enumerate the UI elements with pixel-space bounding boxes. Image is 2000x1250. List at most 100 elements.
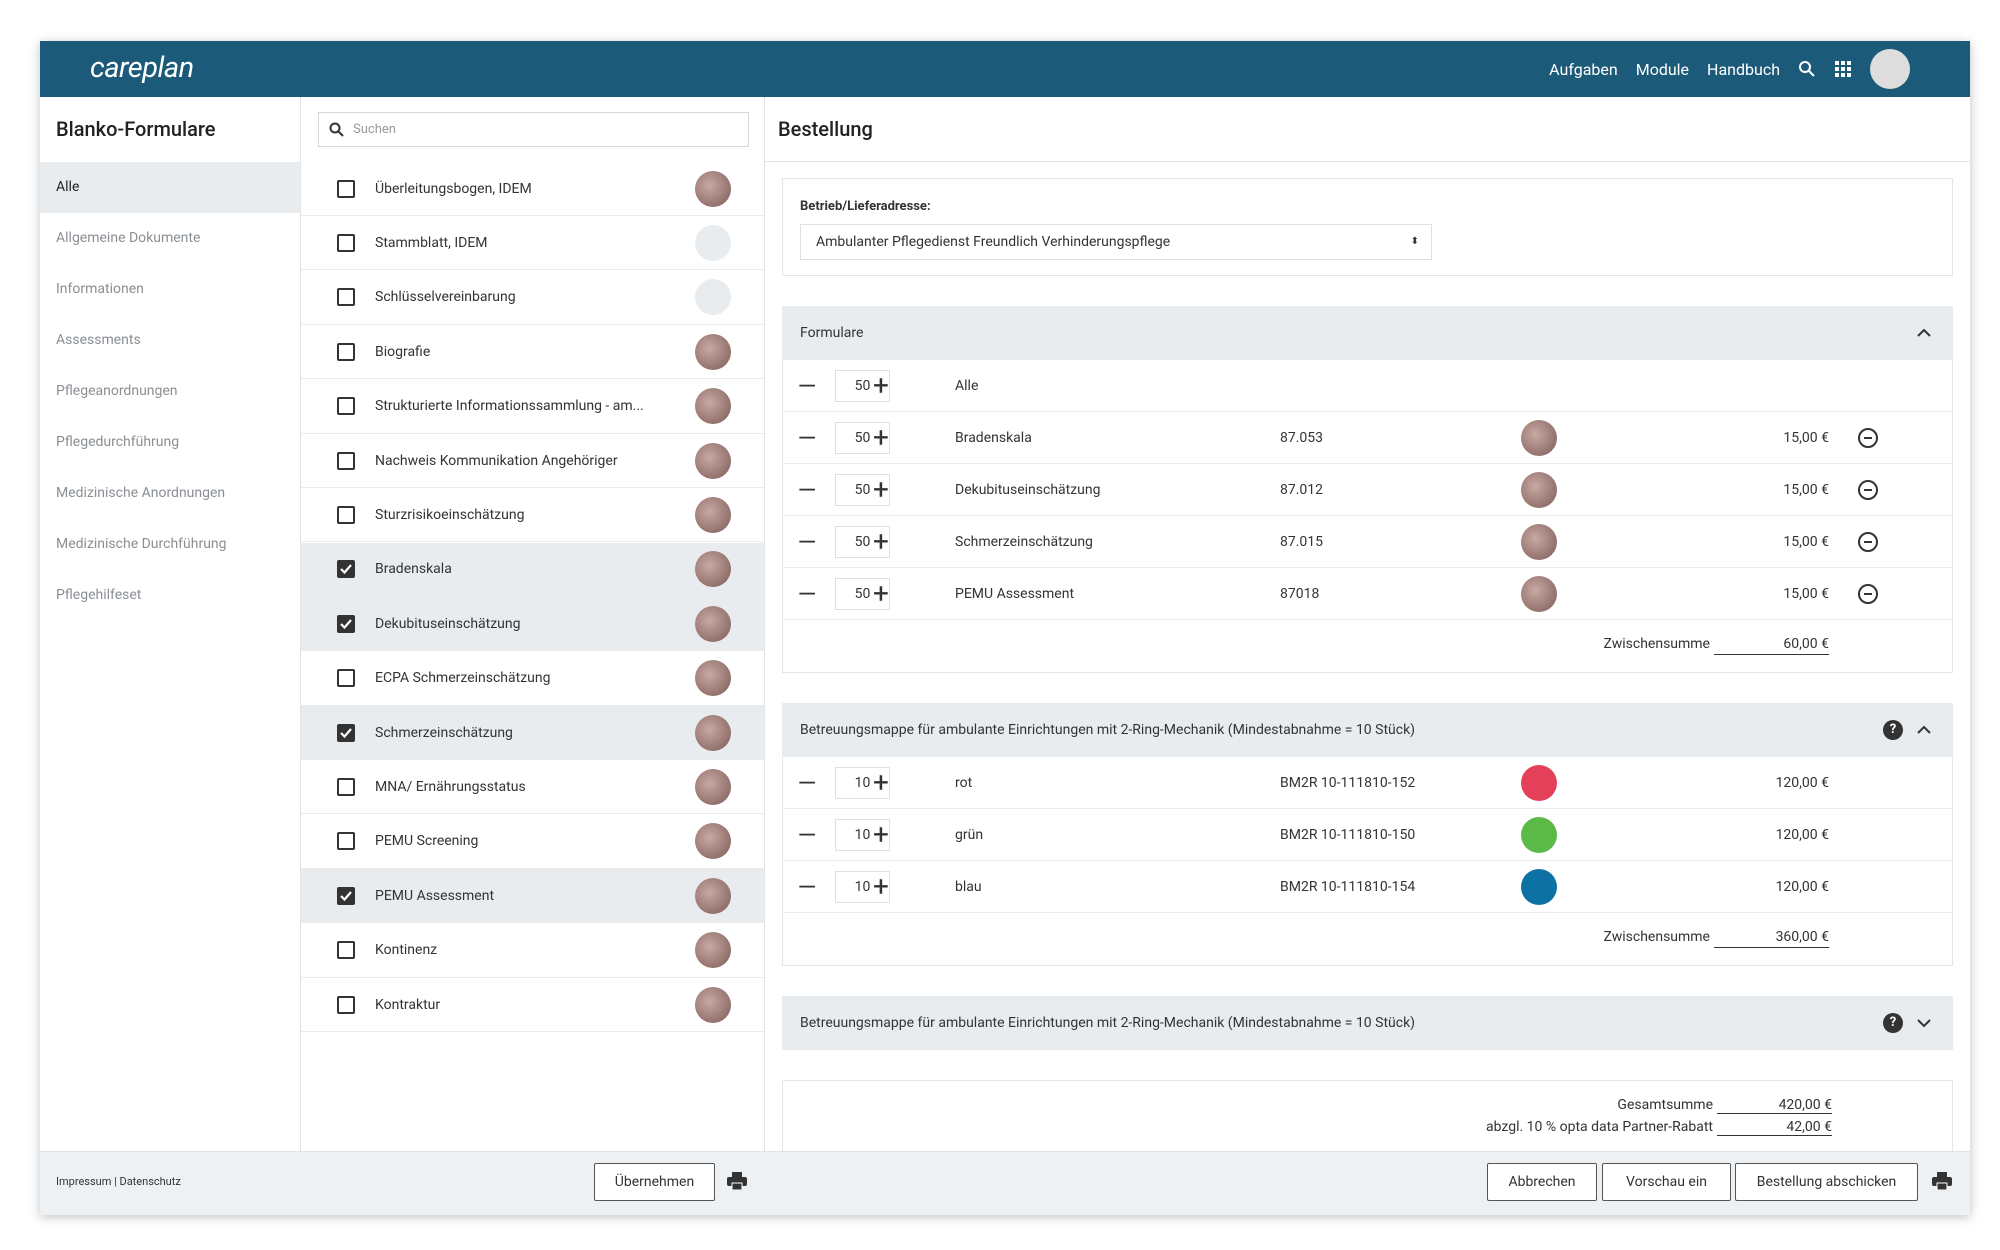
nav-link[interactable]: Handbuch [1707, 59, 1780, 79]
checkbox[interactable] [337, 179, 355, 198]
apps-button[interactable] [1834, 60, 1852, 78]
collapse-toggle[interactable] [1917, 328, 1931, 338]
help-icon[interactable]: ? [1883, 1013, 1903, 1033]
print-button[interactable] [727, 1172, 747, 1190]
quantity-input[interactable]: 10 [835, 870, 890, 903]
category-item[interactable]: Informationen [56, 281, 144, 297]
form-icon [695, 660, 731, 697]
help-icon[interactable]: ? [1883, 720, 1903, 740]
collapse-toggle[interactable] [1917, 725, 1931, 735]
section-header[interactable]: Betreuungsmappe für ambulante Einrichtun… [782, 703, 1953, 757]
checkbox[interactable] [337, 669, 355, 688]
section-header[interactable]: Formulare [782, 306, 1953, 360]
item-name: blau [955, 878, 982, 895]
form-row[interactable]: Dekubituseinschätzung [301, 597, 764, 652]
minus-button[interactable]: — [797, 475, 817, 504]
checkbox[interactable] [337, 451, 355, 470]
quantity-input[interactable]: 50 [835, 577, 890, 610]
plus-button[interactable]: + [873, 472, 889, 506]
plus-button[interactable]: + [873, 524, 889, 558]
form-row[interactable]: Überleitungsbogen, IDEM [301, 162, 764, 216]
form-row[interactable]: PEMU Screening [301, 815, 764, 869]
checkbox[interactable] [337, 777, 355, 796]
logo[interactable]: careplan [90, 51, 194, 85]
checkbox[interactable] [337, 288, 355, 307]
search-button[interactable] [1798, 60, 1816, 78]
category-item[interactable]: Medizinische Anordnungen [56, 485, 226, 501]
form-row[interactable]: Nachweis Kommunikation Angehöriger [301, 434, 764, 488]
checkbox[interactable] [337, 560, 355, 579]
form-row[interactable]: Bradenskala [301, 542, 764, 597]
form-row[interactable]: Kontinenz [301, 924, 764, 978]
form-row[interactable]: ECPA Schmerzeinschätzung [301, 652, 764, 706]
category-item[interactable]: Pflegeanordnungen [56, 383, 178, 399]
checkbox[interactable] [337, 886, 355, 905]
totals-card: Gesamtsumme 420,00 € abzgl. 10 % opta data… [782, 1080, 1953, 1151]
quantity-input[interactable]: 50 [835, 421, 890, 454]
form-row[interactable]: Stammblatt, IDEM [301, 216, 764, 271]
checkbox[interactable] [337, 397, 355, 416]
remove-button[interactable] [1858, 479, 1878, 500]
checkbox[interactable] [337, 723, 355, 742]
checkbox[interactable] [337, 505, 355, 524]
category-item[interactable]: Pflegedurchführung [56, 434, 180, 450]
checkbox[interactable] [337, 233, 355, 252]
nav-link[interactable]: Aufgaben [1549, 59, 1618, 79]
minus-button[interactable]: — [797, 820, 817, 849]
quantity-input[interactable]: 50 [835, 473, 890, 506]
form-row[interactable]: Sturzrisikoeinschätzung [301, 488, 764, 543]
plus-button[interactable]: + [873, 869, 889, 903]
quantity-input[interactable]: 50 [835, 525, 890, 558]
category-item[interactable]: Alle [40, 162, 300, 213]
checkbox[interactable] [337, 941, 355, 960]
form-row[interactable]: Schlüsselvereinbarung [301, 271, 764, 325]
form-row[interactable]: Strukturierte Informationssammlung - am.… [301, 380, 764, 434]
category-item[interactable]: Medizinische Durchführung [56, 536, 227, 552]
minus-button[interactable]: — [797, 371, 817, 400]
remove-button[interactable] [1858, 531, 1878, 552]
checkbox[interactable] [337, 832, 355, 851]
plus-button[interactable]: + [873, 765, 889, 799]
search-input[interactable]: Suchen [318, 112, 749, 147]
apply-button[interactable]: Übernehmen [594, 1163, 715, 1201]
minus-button[interactable]: — [797, 872, 817, 901]
footer-links[interactable]: Impressum | Datenschutz [56, 1175, 181, 1188]
print-button[interactable] [1932, 1172, 1952, 1190]
quantity-input[interactable]: 10 [835, 818, 890, 851]
order-row: — 10 + grün BM2R 10-111810-150 120,00 € [783, 809, 1952, 861]
minus-button[interactable]: — [797, 579, 817, 608]
minus-button[interactable]: — [797, 768, 817, 797]
minus-button[interactable]: — [797, 423, 817, 452]
plus-button[interactable]: + [873, 420, 889, 454]
plus-button[interactable]: + [873, 368, 889, 402]
form-row[interactable]: Biografie [301, 325, 764, 380]
user-avatar[interactable] [1870, 49, 1910, 89]
plus-button[interactable]: + [873, 576, 889, 610]
form-label: Schlüsselvereinbarung [375, 289, 516, 306]
quantity-input[interactable]: 50 [835, 369, 890, 402]
form-icon [695, 496, 731, 533]
plus-button[interactable]: + [873, 817, 889, 851]
order-button[interactable]: Abbrechen [1487, 1163, 1597, 1201]
collapse-toggle[interactable] [1917, 1018, 1931, 1028]
category-item[interactable]: Assessments [56, 332, 141, 348]
order-button[interactable]: Bestellung abschicken [1735, 1163, 1918, 1201]
item-price: 120,00 € [1775, 878, 1829, 895]
category-item[interactable]: Pflegehilfeset [56, 587, 142, 603]
order-button[interactable]: Vorschau ein [1602, 1163, 1731, 1201]
checkbox[interactable] [337, 995, 355, 1014]
form-row[interactable]: MNA/ Ernährungsstatus [301, 760, 764, 815]
remove-button[interactable] [1858, 583, 1878, 604]
form-row[interactable]: Schmerzeinschätzung [301, 706, 764, 760]
checkbox[interactable] [337, 614, 355, 633]
category-item[interactable]: Allgemeine Dokumente [56, 230, 201, 246]
form-row[interactable]: Kontraktur [301, 978, 764, 1032]
section-header[interactable]: Betreuungsmappe für ambulante Einrichtun… [782, 996, 1953, 1050]
address-select[interactable]: Ambulanter Pflegedienst Freundlich Verhi… [800, 224, 1432, 260]
nav-link[interactable]: Module [1635, 59, 1690, 79]
quantity-input[interactable]: 10 [835, 766, 890, 799]
checkbox[interactable] [337, 342, 355, 361]
form-row[interactable]: PEMU Assessment [301, 869, 764, 924]
minus-button[interactable]: — [797, 527, 817, 556]
remove-button[interactable] [1858, 427, 1878, 448]
